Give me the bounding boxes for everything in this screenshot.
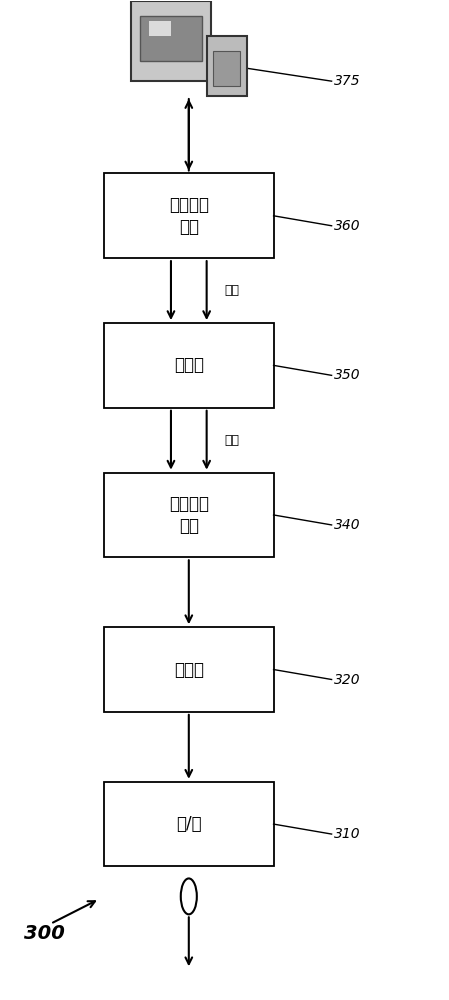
FancyBboxPatch shape [104,323,273,408]
Text: 时钟: 时钟 [224,434,239,447]
FancyBboxPatch shape [104,627,273,712]
Text: 300: 300 [24,924,65,943]
Text: 复用器: 复用器 [174,356,204,374]
Text: 310: 310 [334,827,361,841]
Text: 电/光: 电/光 [176,815,202,833]
Polygon shape [207,36,247,96]
Polygon shape [149,21,171,36]
FancyBboxPatch shape [104,173,273,258]
Circle shape [181,878,197,914]
Text: 数据检复
电路: 数据检复 电路 [169,495,209,535]
FancyBboxPatch shape [104,473,273,557]
Polygon shape [140,16,202,61]
Polygon shape [131,1,211,81]
Text: 360: 360 [334,219,361,233]
Text: 350: 350 [334,368,361,382]
Text: 375: 375 [334,74,361,88]
Text: 时钟: 时钟 [224,284,239,297]
FancyBboxPatch shape [104,782,273,866]
Polygon shape [213,51,240,86]
Text: 340: 340 [334,518,361,532]
Text: 320: 320 [334,673,361,687]
Text: 专用集成
电路: 专用集成 电路 [169,196,209,236]
Text: 驱动器: 驱动器 [174,661,204,679]
